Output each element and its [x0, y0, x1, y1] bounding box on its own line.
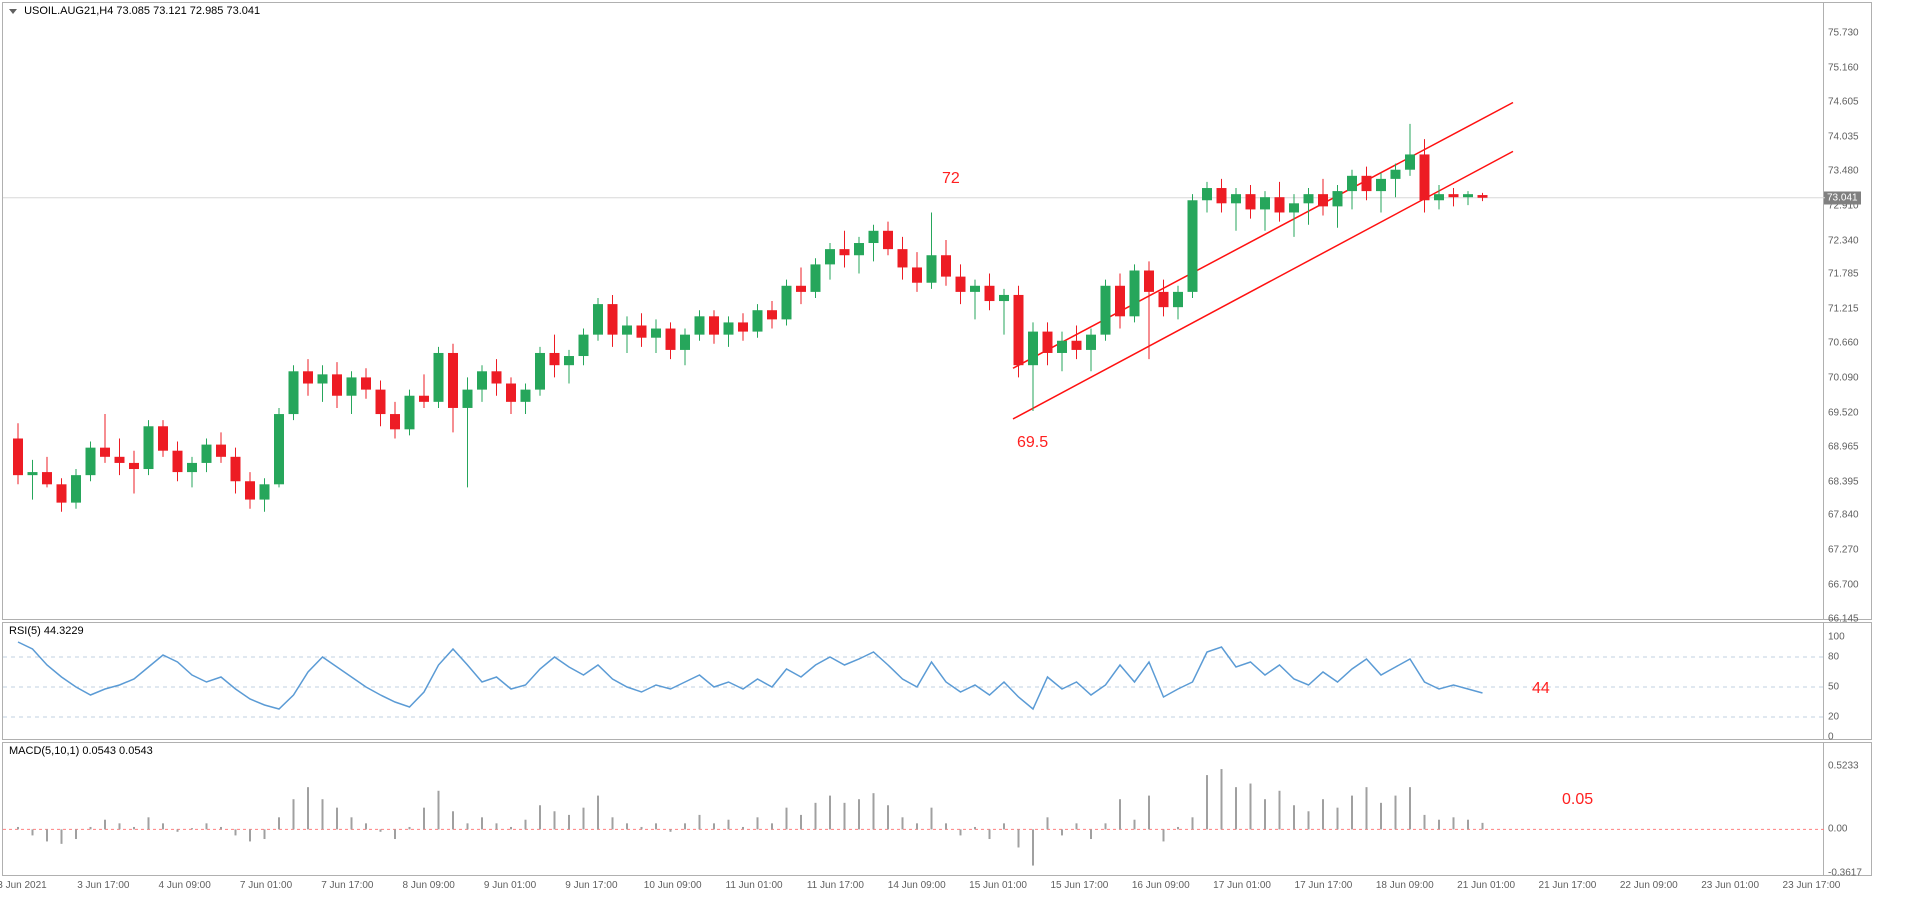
price-chart-svg: [3, 3, 1825, 621]
macd-chart-svg: [3, 743, 1825, 877]
y-tick-label: 71.785: [1828, 269, 1859, 280]
x-tick-label: 21 Jun 17:00: [1539, 880, 1597, 891]
y-tick-label: 67.270: [1828, 545, 1859, 556]
x-tick-label: 4 Jun 09:00: [159, 880, 211, 891]
y-tick-label: 0: [1828, 732, 1834, 743]
y-tick-label: 70.090: [1828, 373, 1859, 384]
chart-title: USOIL.AUG21,H4 73.085 73.121 72.985 73.0…: [9, 5, 260, 17]
rsi-y-axis: 1008050200: [1823, 623, 1871, 739]
rsi-annotation: 44: [1532, 680, 1550, 698]
y-tick-label: 68.395: [1828, 476, 1859, 487]
y-tick-label: 73.480: [1828, 165, 1859, 176]
y-tick-label: 71.215: [1828, 304, 1859, 315]
x-tick-label: 23 Jun 17:00: [1783, 880, 1841, 891]
x-tick-label: 23 Jun 01:00: [1701, 880, 1759, 891]
y-tick-label: 75.160: [1828, 63, 1859, 74]
price-annotation: 72: [942, 170, 960, 188]
x-tick-label: 14 Jun 09:00: [888, 880, 946, 891]
x-tick-label: 8 Jun 09:00: [403, 880, 455, 891]
y-tick-label: 100: [1828, 632, 1845, 643]
macd-title: MACD(5,10,1) 0.0543 0.0543: [9, 745, 153, 757]
x-tick-label: 9 Jun 01:00: [484, 880, 536, 891]
y-tick-label: 75.730: [1828, 28, 1859, 39]
y-tick-label: 0.5233: [1828, 761, 1859, 772]
x-tick-label: 17 Jun 17:00: [1295, 880, 1353, 891]
x-tick-label: 17 Jun 01:00: [1213, 880, 1271, 891]
y-tick-label: 70.660: [1828, 338, 1859, 349]
x-tick-label: 7 Jun 17:00: [321, 880, 373, 891]
y-tick-label: 74.035: [1828, 132, 1859, 143]
price-annotation: 69.5: [1017, 434, 1048, 452]
symbol-ohlc-label: USOIL.AUG21,H4 73.085 73.121 72.985 73.0…: [24, 5, 260, 17]
x-tick-label: 3 Jun 2021: [0, 880, 47, 891]
y-tick-label: 50: [1828, 682, 1839, 693]
x-tick-label: 9 Jun 17:00: [565, 880, 617, 891]
x-tick-label: 16 Jun 09:00: [1132, 880, 1190, 891]
macd-panel[interactable]: MACD(5,10,1) 0.0543 0.0543 0.52330.00-0.…: [2, 742, 1872, 876]
price-y-axis: 75.73075.16074.60574.03573.48072.91072.3…: [1823, 3, 1871, 619]
x-tick-label: 11 Jun 17:00: [807, 880, 864, 891]
y-tick-label: 72.340: [1828, 235, 1859, 246]
y-tick-label: 0.00: [1828, 824, 1847, 835]
y-tick-label: 74.605: [1828, 97, 1859, 108]
x-tick-label: 11 Jun 01:00: [726, 880, 783, 891]
time-x-axis: 3 Jun 2021 3 Jun 17:00 4 Jun 09:00 7 Jun 01…: [2, 877, 1872, 897]
x-tick-label: 18 Jun 09:00: [1376, 880, 1434, 891]
macd-y-axis: 0.52330.00-0.3617: [1823, 743, 1871, 875]
y-tick-label: 80: [1828, 652, 1839, 663]
x-tick-label: 15 Jun 01:00: [969, 880, 1027, 891]
x-tick-label: 3 Jun 17:00: [77, 880, 129, 891]
price-chart-panel[interactable]: USOIL.AUG21,H4 73.085 73.121 72.985 73.0…: [2, 2, 1872, 620]
macd-annotation: 0.05: [1562, 791, 1593, 809]
x-tick-label: 22 Jun 09:00: [1620, 880, 1678, 891]
chevron-down-icon[interactable]: [9, 9, 17, 14]
rsi-panel[interactable]: RSI(5) 44.3229 100 80 50 20 0: [2, 622, 1872, 740]
current-price-tag: 73.041: [1824, 191, 1861, 204]
x-tick-label: 21 Jun 01:00: [1457, 880, 1515, 891]
x-tick-label: 15 Jun 17:00: [1050, 880, 1108, 891]
rsi-chart-svg: [3, 623, 1825, 741]
y-tick-label: 69.520: [1828, 407, 1859, 418]
y-tick-label: 68.965: [1828, 441, 1859, 452]
y-tick-label: 20: [1828, 712, 1839, 723]
rsi-title: RSI(5) 44.3229: [9, 625, 84, 637]
y-tick-label: 66.700: [1828, 580, 1859, 591]
x-tick-label: 10 Jun 09:00: [644, 880, 702, 891]
x-tick-label: 7 Jun 01:00: [240, 880, 292, 891]
y-tick-label: 67.840: [1828, 510, 1859, 521]
